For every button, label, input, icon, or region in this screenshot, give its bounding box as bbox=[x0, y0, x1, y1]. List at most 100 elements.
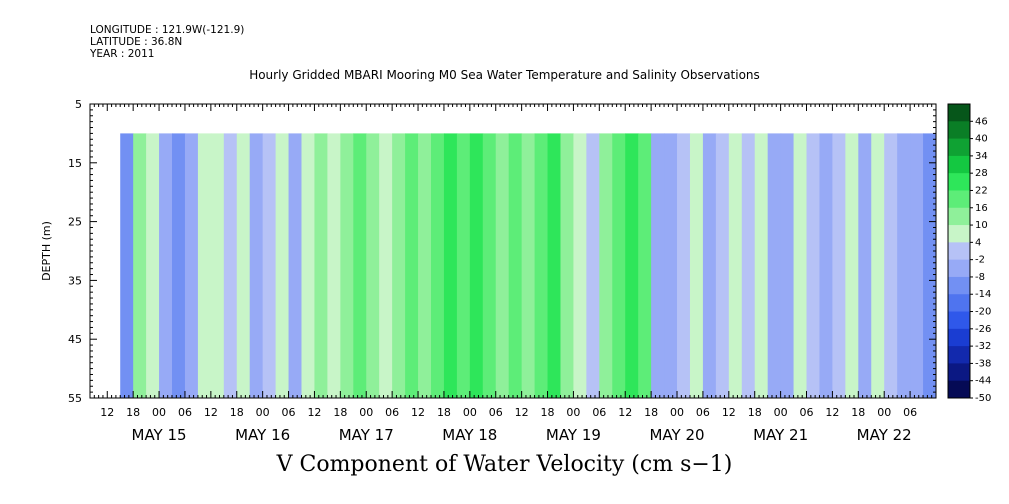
heatmap-cell bbox=[469, 133, 484, 398]
x-hour-label: 12 bbox=[100, 406, 114, 419]
heatmap-cell bbox=[379, 133, 393, 398]
heatmap-cell bbox=[184, 133, 199, 398]
heatmap-cell bbox=[677, 133, 691, 398]
heatmap-cell bbox=[664, 133, 678, 398]
heatmap-cell bbox=[910, 133, 924, 398]
heatmap-cell bbox=[897, 133, 911, 398]
colorbar-frame bbox=[947, 103, 971, 399]
colorbar-label: 28 bbox=[975, 168, 988, 179]
colorbar-label: 40 bbox=[975, 134, 988, 145]
heatmap-cell bbox=[405, 133, 419, 398]
heatmap-cell bbox=[288, 133, 303, 398]
heatmap-cell bbox=[884, 133, 898, 398]
x-hour-label: 06 bbox=[903, 406, 917, 419]
heatmap-cell bbox=[210, 133, 225, 398]
y-axis: 5 15 25 35 45 55 bbox=[68, 98, 936, 405]
heatmap-cell bbox=[456, 133, 471, 398]
heatmap-cell bbox=[767, 133, 782, 398]
heatmap-cell bbox=[172, 133, 186, 398]
latitude-label: LATITUDE : 36.8N bbox=[90, 36, 183, 48]
heatmap-cell bbox=[223, 133, 238, 398]
colorbar-swatch bbox=[948, 190, 970, 209]
x-hour-label: 18 bbox=[851, 406, 865, 419]
colorbar-label: -26 bbox=[975, 324, 991, 335]
heatmap-cells bbox=[120, 133, 936, 398]
colorbar-label: 46 bbox=[975, 116, 988, 127]
heatmap-cell bbox=[366, 133, 380, 398]
heatmap-cell bbox=[793, 133, 808, 398]
heatmap-cell bbox=[521, 133, 536, 398]
heatmap-cell bbox=[495, 133, 510, 398]
heatmap-cell bbox=[806, 133, 821, 398]
x-hour-label: 12 bbox=[515, 406, 529, 419]
colorbar-swatch bbox=[948, 173, 970, 191]
heatmap-cell bbox=[508, 133, 523, 398]
x-hour-label: 06 bbox=[282, 406, 296, 419]
colorbar-label: -32 bbox=[975, 341, 991, 352]
heatmap-cell bbox=[819, 133, 834, 398]
colorbar-swatch bbox=[948, 138, 970, 157]
heatmap-cell bbox=[923, 133, 936, 398]
heatmap-cell bbox=[197, 133, 212, 398]
x-day-label: MAY 18 bbox=[442, 426, 497, 444]
heatmap-cell bbox=[702, 133, 717, 398]
colorbar-swatch bbox=[948, 121, 970, 140]
x-hour-label: 18 bbox=[541, 406, 555, 419]
x-day-label: MAY 19 bbox=[546, 426, 601, 444]
heatmap-cell bbox=[275, 133, 290, 398]
colorbar-label: -50 bbox=[975, 393, 991, 404]
heatmap-cell bbox=[728, 133, 743, 398]
colorbar-swatch bbox=[948, 294, 970, 313]
x-hour-label: 06 bbox=[696, 406, 710, 419]
x-hour-label: 06 bbox=[489, 406, 503, 419]
heatmap-cell bbox=[845, 133, 859, 398]
x-hour-label: 18 bbox=[126, 406, 140, 419]
colorbar-label: -14 bbox=[975, 289, 991, 300]
colorbar-swatch bbox=[948, 311, 970, 330]
heatmap-cell bbox=[573, 133, 587, 398]
heatmap-cell bbox=[443, 133, 458, 398]
heatmap-cell bbox=[741, 133, 756, 398]
colorbar-label: 10 bbox=[975, 220, 988, 231]
heatmap-cell bbox=[871, 133, 885, 398]
x-hour-label: 00 bbox=[463, 406, 477, 419]
heatmap-cell bbox=[133, 133, 147, 398]
heatmap-cell bbox=[599, 133, 613, 398]
y-tick-label: 15 bbox=[68, 157, 82, 170]
x-hour-label: 06 bbox=[800, 406, 814, 419]
heatmap-cell bbox=[754, 133, 769, 398]
colorbar-label: -44 bbox=[975, 376, 991, 387]
x-hour-label: 00 bbox=[256, 406, 270, 419]
colorbar-swatch bbox=[948, 328, 970, 347]
colorbar-label: -2 bbox=[975, 255, 985, 266]
x-hour-label: 06 bbox=[178, 406, 192, 419]
chart-title: Hourly Gridded MBARI Mooring M0 Sea Wate… bbox=[249, 68, 760, 82]
colorbar-swatch bbox=[948, 225, 970, 243]
colorbar-swatch bbox=[948, 346, 970, 364]
heatmap-cell bbox=[689, 133, 704, 398]
heatmap-cell bbox=[418, 133, 432, 398]
heatmap-cell bbox=[301, 133, 316, 398]
y-tick-label: 25 bbox=[68, 216, 82, 229]
x-hour-label: 06 bbox=[385, 406, 399, 419]
x-day-label: MAY 20 bbox=[649, 426, 704, 444]
x-hour-label: 12 bbox=[825, 406, 839, 419]
colorbar-swatch bbox=[948, 363, 970, 382]
heatmap-cell bbox=[858, 133, 872, 398]
x-hour-label: 18 bbox=[333, 406, 347, 419]
colorbar-swatch bbox=[948, 276, 970, 295]
heatmap-cell bbox=[236, 133, 251, 398]
heatmap-cell bbox=[392, 133, 406, 398]
heatmap-cell bbox=[612, 133, 626, 398]
heatmap-cell bbox=[353, 133, 367, 398]
colorbar-label: 34 bbox=[975, 151, 988, 162]
x-hour-label: 12 bbox=[722, 406, 736, 419]
x-axis: 12 18 00 06 12 18 00 06 12 18 00 06 12 18 00 06 12 18 00 06… bbox=[89, 104, 937, 444]
colorbar-swatch bbox=[948, 259, 970, 278]
x-hour-label: 00 bbox=[877, 406, 891, 419]
heatmap-cell bbox=[340, 133, 354, 398]
heatmap-cell bbox=[430, 133, 445, 398]
heatmap-cell bbox=[159, 133, 173, 398]
y-tick-label: 45 bbox=[68, 333, 82, 346]
